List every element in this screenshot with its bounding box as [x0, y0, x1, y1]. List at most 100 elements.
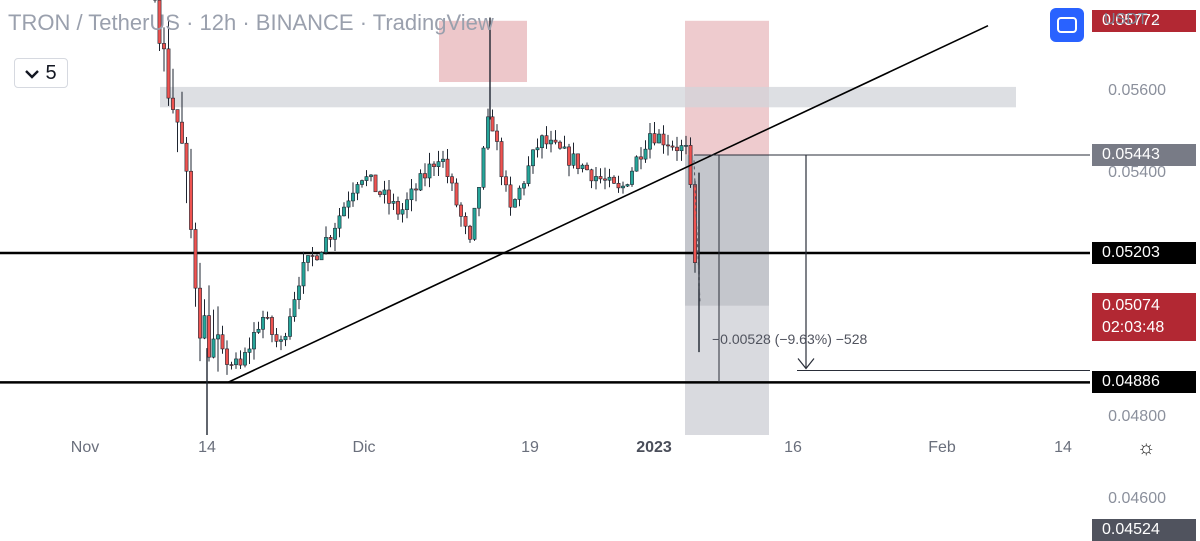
- candle-up: [657, 134, 660, 143]
- candle-down: [239, 359, 242, 365]
- indicators-toggle-button[interactable]: 5: [14, 58, 68, 88]
- time-tick-label: 19: [521, 439, 539, 457]
- candle-up: [261, 317, 264, 329]
- candle-down: [500, 141, 503, 176]
- candle-up: [216, 335, 219, 339]
- candle-down: [162, 43, 165, 48]
- fullscreen-icon: [1057, 17, 1077, 33]
- price-tag-value: 0.04524: [1102, 521, 1196, 539]
- candle-down: [198, 288, 201, 338]
- fullscreen-button[interactable]: [1050, 8, 1084, 42]
- candle-down: [585, 165, 588, 170]
- candle-down: [468, 226, 471, 239]
- candle-down: [230, 365, 233, 366]
- candle-down: [270, 317, 273, 334]
- candle-up: [531, 150, 534, 166]
- candle-up: [288, 317, 291, 337]
- candle-down: [590, 170, 593, 181]
- candle-down: [558, 142, 561, 148]
- candle-up: [473, 208, 476, 239]
- candle-down: [315, 256, 318, 260]
- candle-up: [486, 117, 489, 148]
- candle-up: [383, 190, 386, 195]
- candle-up: [347, 201, 350, 207]
- candle-down: [387, 190, 390, 203]
- candle-down: [176, 110, 179, 123]
- candle-down: [266, 317, 269, 318]
- candle-up: [324, 237, 327, 252]
- candle-up: [302, 262, 305, 286]
- candle-down: [329, 237, 332, 239]
- price-tag-value: 0.05074: [1102, 295, 1196, 317]
- candle-up: [536, 148, 539, 150]
- ascending-trendline: [228, 26, 988, 383]
- time-tick-label: Feb: [928, 439, 956, 457]
- candle-up: [365, 177, 368, 181]
- candle-up: [369, 175, 372, 177]
- currency-selector[interactable]: USDT ⌄: [1104, 11, 1161, 29]
- candle-down: [662, 134, 665, 145]
- price-chart[interactable]: [0, 0, 1090, 435]
- candle-down: [666, 145, 669, 146]
- bar-countdown: 02:03:48: [1102, 317, 1196, 339]
- candle-up: [648, 134, 651, 150]
- chart-title: TRON / TetherUS · 12h · BINANCE · Tradin…: [8, 10, 494, 36]
- candle-up: [572, 154, 575, 165]
- candle-down: [180, 122, 183, 143]
- time-tick-label: Dic: [352, 439, 375, 457]
- candle-down: [225, 349, 228, 365]
- candle-down: [675, 147, 678, 151]
- price-axis[interactable]: 0.060000.056000.054000.048000.046000.057…: [1090, 0, 1200, 435]
- candle-up: [338, 216, 341, 228]
- candle-down: [612, 177, 615, 183]
- candle-up: [243, 352, 246, 365]
- candle-up: [333, 228, 336, 239]
- candle-down: [554, 140, 557, 142]
- candle-down: [545, 136, 548, 144]
- candle-up: [279, 340, 282, 342]
- candle-up: [540, 136, 543, 148]
- candle-down: [509, 185, 512, 207]
- currency-label: USDT: [1104, 11, 1147, 28]
- chart-area[interactable]: TRON / TetherUS · 12h · BINANCE · Tradin…: [0, 0, 1090, 435]
- settings-gear-icon[interactable]: ☼: [1137, 437, 1155, 460]
- candle-up: [257, 329, 260, 332]
- candle-up: [482, 148, 485, 187]
- candle-down: [221, 335, 224, 349]
- candle-up: [306, 256, 309, 263]
- candle-up: [635, 157, 638, 171]
- candle-up: [644, 149, 647, 159]
- candle-down: [603, 179, 606, 180]
- candle-up: [342, 207, 345, 216]
- candle-up: [320, 252, 323, 259]
- candle-down: [504, 177, 507, 185]
- candle-up: [626, 184, 629, 186]
- candle-up: [684, 145, 687, 146]
- candle-down: [194, 229, 197, 288]
- candle-up: [608, 177, 611, 180]
- candle-down: [495, 131, 498, 141]
- time-tick-label: 14: [198, 439, 216, 457]
- candle-down: [432, 164, 435, 167]
- candle-down: [311, 256, 314, 257]
- price-tick-label: 0.05600: [1108, 82, 1166, 100]
- candle-down: [185, 143, 188, 171]
- measurement-label: −0.00528 (−9.63%) −528: [712, 331, 867, 347]
- candle-up: [410, 189, 413, 200]
- candle-down: [693, 185, 696, 263]
- price-tag-value: 0.05203: [1102, 244, 1196, 262]
- candle-up: [351, 193, 354, 201]
- candle-down: [450, 177, 453, 183]
- candle-up: [203, 316, 206, 338]
- candle-up: [527, 166, 530, 184]
- candle-up: [284, 336, 287, 339]
- candle-up: [513, 199, 516, 207]
- price-tag-value: 0.04886: [1102, 373, 1196, 391]
- price-tag-entry: 0.05443: [1092, 144, 1196, 166]
- candle-up: [563, 147, 566, 148]
- time-tick-label: 2023: [636, 439, 672, 457]
- candle-down: [167, 49, 170, 98]
- price-tag-value: 0.05443: [1102, 146, 1196, 164]
